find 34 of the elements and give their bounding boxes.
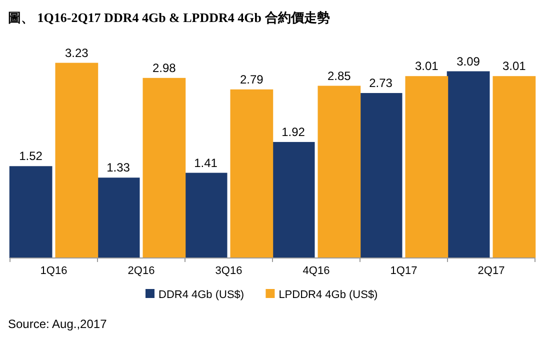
data-label: 1.41 <box>194 156 218 170</box>
bar <box>446 71 490 258</box>
legend-label: DDR4 4Gb (US$) <box>158 289 244 301</box>
chart-title: 圖、 1Q16-2Q17 DDR4 4Gb & LPDDR4 4Gb 合約價走勢 <box>8 10 330 25</box>
bar <box>405 76 448 258</box>
data-label: 3.09 <box>456 54 480 68</box>
x-tick-label: 3Q16 <box>215 265 242 277</box>
bar <box>55 62 98 258</box>
data-label: 1.33 <box>106 160 130 175</box>
data-label: 1.52 <box>19 149 43 164</box>
x-tick-label: 1Q17 <box>390 265 418 277</box>
bar <box>318 86 361 258</box>
data-label: 3.01 <box>415 59 439 74</box>
x-tick-label: 2Q17 <box>478 265 505 277</box>
x-tick-label: 2Q16 <box>128 265 155 277</box>
data-label: 1.92 <box>282 124 306 139</box>
data-label: 2.98 <box>152 60 176 75</box>
source-note: Source: Aug.,2017 <box>8 317 108 331</box>
legend-label: LPDDR4 4Gb (US$) <box>278 289 378 301</box>
bar <box>184 172 228 258</box>
data-label: 2.85 <box>328 68 352 83</box>
bar <box>492 76 536 258</box>
data-label: 3.01 <box>502 59 526 74</box>
x-tick-label: 1Q16 <box>40 265 68 277</box>
bar <box>96 178 140 258</box>
bar <box>230 89 274 258</box>
bar <box>272 142 315 258</box>
x-tick-label: 4Q16 <box>302 265 330 277</box>
bar <box>359 93 402 258</box>
data-label: 3.23 <box>65 46 89 60</box>
data-label: 2.79 <box>240 72 264 86</box>
bar <box>142 78 186 258</box>
data-label: 2.73 <box>369 76 393 90</box>
bar <box>9 166 52 258</box>
